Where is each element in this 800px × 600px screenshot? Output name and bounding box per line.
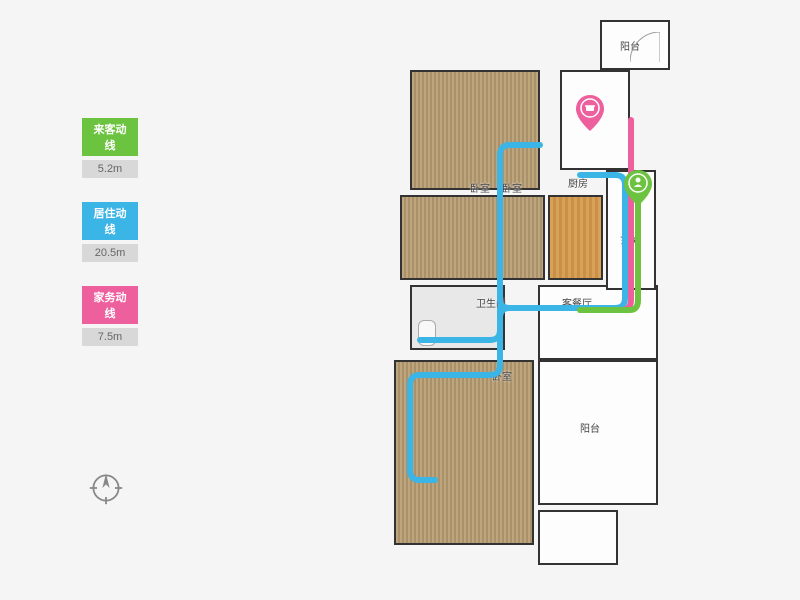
room-bedroom-mid — [400, 195, 545, 280]
legend-value: 20.5m — [82, 244, 138, 262]
room-label: 玄关 — [620, 232, 640, 247]
room-label: 卫生间 — [476, 295, 506, 310]
room-balcony-ext — [538, 510, 618, 565]
legend-item-living: 居住动线 20.5m — [82, 202, 138, 262]
floorplan: 阳台卧室厨房卧室玄关卫生间客餐厅卧室阳台 — [380, 20, 680, 580]
pin-kitchen — [576, 95, 604, 131]
door-arc-top — [630, 32, 660, 62]
room-label: 卧室 — [492, 368, 512, 383]
legend: 来客动线 5.2m 居住动线 20.5m 家务动线 7.5m — [82, 118, 138, 346]
legend-label: 家务动线 — [82, 286, 138, 324]
compass-icon — [88, 470, 124, 506]
room-label: 厨房 — [568, 175, 588, 190]
legend-value: 5.2m — [82, 160, 138, 178]
room-storage — [548, 195, 603, 280]
room-label: 卧室 — [470, 180, 490, 195]
room-label: 阳台 — [580, 420, 600, 435]
legend-item-house: 家务动线 7.5m — [82, 286, 138, 346]
legend-item-guest: 来客动线 5.2m — [82, 118, 138, 178]
pin-entry — [624, 170, 652, 206]
toilet — [418, 320, 436, 346]
room-bedroom-bottom — [394, 360, 534, 545]
legend-label: 居住动线 — [82, 202, 138, 240]
legend-label: 来客动线 — [82, 118, 138, 156]
room-label: 客餐厅 — [562, 295, 592, 310]
room-living-dining — [538, 285, 658, 360]
legend-value: 7.5m — [82, 328, 138, 346]
room-bedroom-top — [410, 70, 540, 190]
room-label: 卧室 — [502, 180, 522, 195]
